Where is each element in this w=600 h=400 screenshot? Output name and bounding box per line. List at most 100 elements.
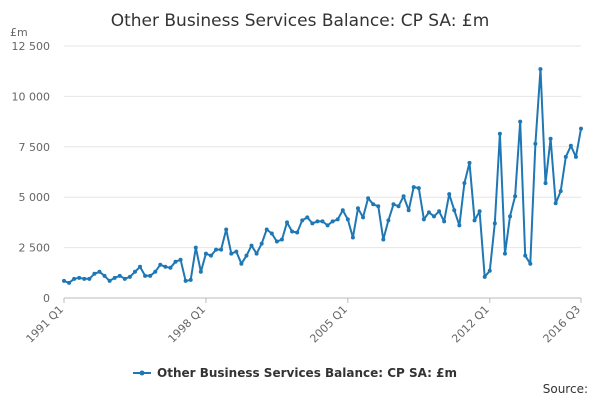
data-point[interactable]	[178, 257, 183, 262]
data-point[interactable]	[279, 237, 284, 242]
data-point[interactable]	[224, 227, 229, 232]
data-point[interactable]	[274, 239, 279, 244]
data-point[interactable]	[310, 221, 315, 226]
data-point[interactable]	[411, 185, 416, 190]
data-point[interactable]	[244, 253, 249, 258]
data-point[interactable]	[518, 119, 523, 124]
data-point[interactable]	[391, 202, 396, 207]
data-point[interactable]	[127, 274, 132, 279]
data-point[interactable]	[457, 223, 462, 228]
data-point[interactable]	[249, 243, 254, 248]
data-point[interactable]	[563, 154, 568, 159]
data-point[interactable]	[239, 261, 244, 266]
data-point[interactable]	[153, 269, 158, 274]
data-point[interactable]	[107, 278, 112, 283]
data-point[interactable]	[340, 208, 345, 213]
data-point[interactable]	[416, 186, 421, 191]
data-point[interactable]	[315, 219, 320, 224]
data-point[interactable]	[579, 126, 583, 131]
data-point[interactable]	[350, 235, 355, 240]
legend[interactable]: Other Business Services Balance: CP SA: …	[133, 366, 457, 380]
data-point[interactable]	[371, 202, 376, 207]
data-point[interactable]	[523, 253, 528, 258]
data-point[interactable]	[300, 218, 305, 223]
data-point[interactable]	[386, 218, 391, 223]
data-point[interactable]	[548, 136, 553, 141]
data-point[interactable]	[452, 208, 457, 213]
data-point[interactable]	[528, 261, 533, 266]
data-point[interactable]	[355, 206, 360, 211]
data-point[interactable]	[492, 221, 497, 226]
data-point[interactable]	[406, 208, 411, 213]
data-point[interactable]	[558, 189, 563, 194]
data-point[interactable]	[269, 231, 274, 236]
data-point[interactable]	[487, 268, 492, 273]
data-point[interactable]	[421, 217, 426, 222]
data-point[interactable]	[472, 218, 477, 223]
data-point[interactable]	[67, 280, 72, 285]
data-point[interactable]	[208, 253, 213, 258]
data-point[interactable]	[426, 210, 431, 215]
data-point[interactable]	[320, 219, 325, 224]
data-point[interactable]	[82, 276, 87, 281]
data-point[interactable]	[482, 274, 487, 279]
data-point[interactable]	[432, 214, 437, 219]
data-point[interactable]	[219, 247, 224, 252]
data-point[interactable]	[214, 247, 219, 252]
data-point[interactable]	[97, 269, 102, 274]
data-point[interactable]	[158, 262, 163, 267]
data-point[interactable]	[290, 229, 295, 234]
data-point[interactable]	[173, 259, 178, 264]
data-point[interactable]	[234, 249, 239, 254]
data-point[interactable]	[254, 251, 259, 256]
data-point[interactable]	[401, 194, 406, 199]
data-point[interactable]	[87, 276, 92, 281]
data-point[interactable]	[112, 275, 117, 280]
data-point[interactable]	[168, 265, 173, 270]
data-point[interactable]	[305, 215, 310, 220]
data-point[interactable]	[477, 209, 482, 214]
data-point[interactable]	[533, 141, 538, 146]
data-point[interactable]	[183, 278, 188, 283]
data-point[interactable]	[366, 196, 371, 201]
data-point[interactable]	[188, 277, 193, 282]
data-point[interactable]	[285, 220, 290, 225]
data-point[interactable]	[264, 227, 269, 232]
data-point[interactable]	[345, 217, 350, 222]
data-point[interactable]	[77, 275, 82, 280]
data-point[interactable]	[513, 194, 518, 199]
data-point[interactable]	[497, 131, 502, 136]
data-point[interactable]	[229, 251, 234, 256]
data-point[interactable]	[117, 273, 122, 278]
data-point[interactable]	[335, 217, 340, 222]
data-point[interactable]	[330, 219, 335, 224]
data-point[interactable]	[376, 204, 381, 209]
data-point[interactable]	[198, 269, 203, 274]
data-point[interactable]	[62, 278, 66, 283]
data-point[interactable]	[92, 271, 97, 276]
data-point[interactable]	[462, 181, 467, 186]
data-point[interactable]	[163, 264, 168, 269]
data-point[interactable]	[467, 160, 472, 165]
data-point[interactable]	[132, 269, 137, 274]
data-point[interactable]	[568, 143, 573, 148]
data-point[interactable]	[122, 276, 127, 281]
data-point[interactable]	[437, 209, 442, 214]
data-point[interactable]	[325, 223, 330, 228]
data-point[interactable]	[259, 241, 264, 246]
data-point[interactable]	[381, 237, 386, 242]
data-point[interactable]	[573, 154, 578, 159]
data-point[interactable]	[143, 273, 148, 278]
data-point[interactable]	[538, 67, 543, 72]
data-point[interactable]	[543, 181, 548, 186]
data-point[interactable]	[442, 219, 447, 224]
data-point[interactable]	[396, 204, 401, 209]
data-point[interactable]	[72, 276, 77, 281]
data-point[interactable]	[508, 214, 513, 219]
data-point[interactable]	[203, 251, 208, 256]
data-point[interactable]	[138, 264, 143, 269]
data-point[interactable]	[553, 201, 558, 206]
data-point[interactable]	[361, 215, 366, 220]
data-point[interactable]	[295, 230, 300, 235]
data-point[interactable]	[502, 251, 507, 256]
